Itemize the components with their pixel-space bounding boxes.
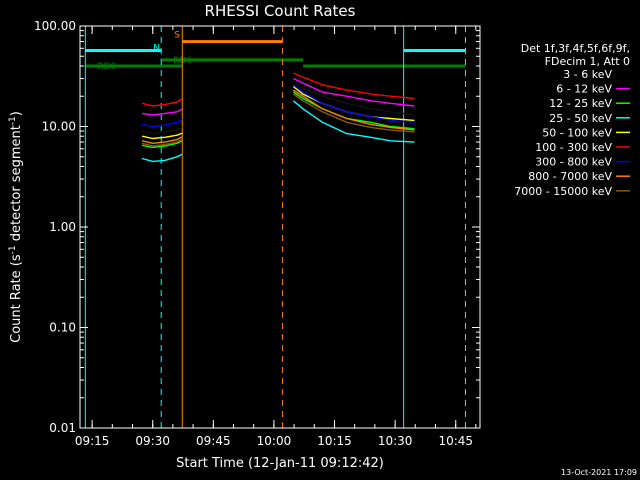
legend-header-2: FDecim 1, Att 0: [545, 55, 630, 68]
event-markers: [84, 26, 466, 428]
series-100-300-kev-segment-2: [293, 72, 415, 100]
series-100-300-kev-segment-1: [141, 97, 183, 107]
legend-label-100-300-kev: 100 - 300 keV: [535, 141, 612, 154]
x-axis-ticks: 09:15 09:30 09:45 10:00 10:15 10:30 10:45: [75, 26, 477, 448]
series-6-12-kev-segment-1: [141, 108, 183, 116]
legend-label-800-7000-kev: 800 - 7000 keV: [528, 170, 612, 183]
footer-timestamp: 13-Oct-2021 17:09: [561, 468, 637, 477]
x-tick-label: 09:30: [135, 434, 170, 448]
x-tick-label: 09:15: [75, 434, 110, 448]
series-25-50-kev-segment-1: [141, 153, 183, 163]
y-tick-label: 10.00: [42, 120, 76, 134]
series-6-12-kev-segment-2: [293, 77, 415, 107]
legend-label-25-50-kev: 25 - 50 keV: [549, 112, 612, 125]
series-300-800-kev-segment-1: [141, 118, 183, 128]
legend-label-12-25-kev: 12 - 25 keV: [549, 97, 612, 110]
series-300-800-kev-segment-2: [292, 84, 415, 123]
series-7000-15000-kev-segment-1: [141, 138, 183, 147]
y-tick-label: 0.10: [49, 321, 76, 335]
series-lines: [141, 72, 415, 163]
legend-label-300-800-kev: 300 - 800 keV: [535, 156, 612, 169]
y-axis-label-end: ): [9, 111, 24, 116]
series-3-6-kev-segment-1: [141, 125, 183, 135]
x-tick-label: 10:15: [317, 434, 352, 448]
x-tick-label: 10:45: [438, 434, 473, 448]
series-50-100-kev-segment-1: [141, 132, 183, 140]
x-tick-label: 09:45: [196, 434, 231, 448]
legend-label-7000-15000-kev: 7000 - 15000 keV: [514, 185, 612, 198]
series-800-7000-kev-segment-2: [292, 89, 415, 131]
y-tick-label: 1.00: [49, 220, 76, 234]
y-axis-label: Count Rate (s-1 detector segment-1): [8, 111, 24, 343]
y-axis-label-main: Count Rate (s: [9, 254, 24, 343]
series-25-50-kev-segment-2: [292, 100, 415, 143]
legend: Det 1f,3f,4f,5f,6f,9f, FDecim 1, Att 0 3…: [514, 42, 630, 198]
legend-label-6-12-kev: 6 - 12 keV: [556, 83, 612, 96]
flag-label-rd0: RD0: [97, 62, 116, 72]
x-axis-label: Start Time (12-Jan-11 09:12:42): [176, 456, 384, 471]
legend-header-1: Det 1f,3f,4f,5f,6f,9f,: [521, 42, 630, 55]
y-axis-label-mid: detector segment: [9, 125, 24, 245]
x-tick-label: 10:30: [378, 434, 413, 448]
x-tick-label: 10:00: [257, 434, 292, 448]
flag-bars: S N RD0 RD6: [85, 31, 466, 72]
y-axis-ticks: 100.00 10.00 1.00 0.10 0.01: [34, 19, 480, 435]
legend-label-50-100-kev: 50 - 100 keV: [542, 126, 612, 139]
y-axis-label-sup1: -1: [8, 245, 18, 254]
series-3-6-kev-segment-2: [292, 81, 415, 116]
y-tick-label: 100.00: [34, 19, 76, 33]
y-axis-label-sup2: -1: [8, 116, 18, 125]
flag-label-rd6: RD6: [173, 56, 192, 66]
y-tick-label: 0.01: [49, 421, 76, 435]
series-12-25-kev-segment-1: [141, 140, 183, 149]
legend-label-3-6-kev: 3 - 6 keV: [563, 68, 612, 81]
chart-title: RHESSI Count Rates: [205, 2, 356, 20]
flag-label-n: N: [153, 44, 160, 54]
flag-label-s: S: [174, 31, 180, 41]
series-800-7000-kev-segment-1: [141, 136, 183, 145]
series-7000-15000-kev-segment-2: [292, 93, 415, 133]
